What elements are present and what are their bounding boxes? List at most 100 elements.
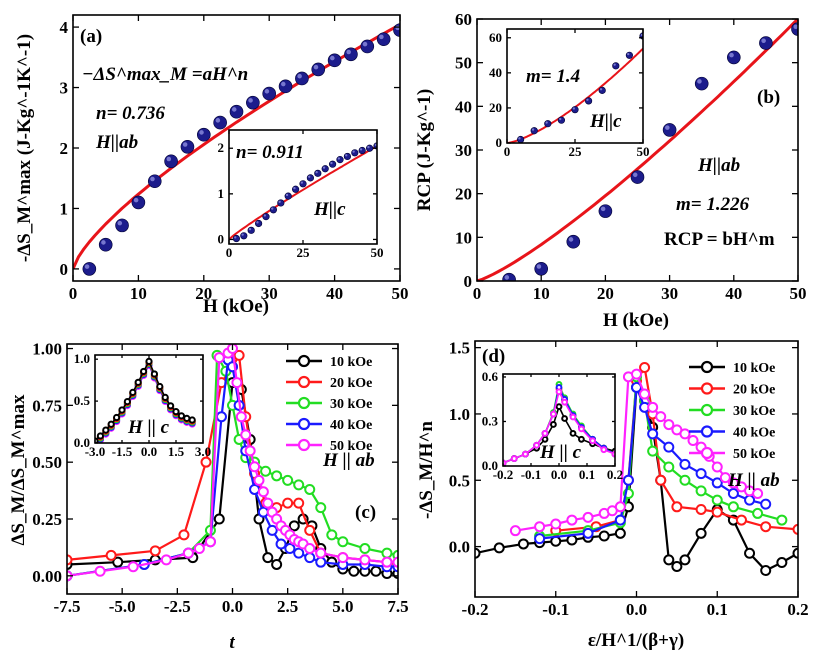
data-marker (271, 470, 283, 482)
data-point-highlight (568, 237, 574, 242)
legend-label: 20 kOe (330, 376, 372, 391)
data-marker (213, 513, 225, 525)
inset-data-point-highlight (271, 207, 274, 210)
panel-b-exponent: m= 1.226 (676, 194, 750, 215)
x-tick-label: 0.0 (551, 467, 567, 482)
data-marker (655, 411, 667, 423)
data-marker (679, 474, 691, 486)
data-point (164, 154, 178, 169)
inset-data-point (269, 206, 278, 214)
data-marker (550, 410, 557, 418)
data-marker (695, 468, 707, 480)
x-tick-label: 1.5 (168, 444, 185, 459)
data-marker (284, 543, 296, 555)
panel-d-label: (d) (482, 346, 505, 367)
x-tick-label: -3.0 (85, 444, 106, 459)
inset-data-point (584, 97, 593, 105)
data-marker (711, 477, 723, 489)
panel-c-field: H || ab (322, 450, 375, 471)
data-marker (614, 527, 626, 539)
data-point-highlight (362, 41, 368, 47)
y-tick-label: 10 (455, 228, 472, 247)
y-tick-label: 1 (60, 199, 69, 218)
inset-data-point (517, 135, 525, 143)
y-tick-label: 40 (455, 97, 472, 116)
inset-data-point (351, 149, 359, 157)
inset-data-point (530, 127, 538, 135)
inset-data-point-highlight (234, 236, 237, 239)
data-marker (655, 474, 667, 486)
data-marker (711, 461, 723, 473)
panel-c-inset-ticks: -3.0 -1.5 0.0 1.5 3.0 0.0 0.5 1.0 (74, 351, 211, 459)
y-tick-label: 2 (218, 140, 225, 155)
data-marker (711, 494, 723, 506)
x-tick-label: 0.1 (707, 600, 728, 619)
legend-marker (297, 396, 311, 410)
inset-data-point-highlight (367, 145, 370, 149)
y-tick-label: 0 (60, 260, 69, 279)
y-tick-label: 50 (455, 54, 472, 73)
y-tick-label: 0.25 (32, 510, 62, 529)
data-marker (614, 501, 626, 513)
panel-b-inset-exponent: m= 1.4 (526, 66, 580, 87)
data-marker (182, 547, 194, 559)
data-point-highlight (117, 220, 123, 226)
inset-data-point (240, 232, 248, 240)
data-marker (275, 538, 287, 550)
data-marker (671, 560, 683, 572)
data-point (278, 79, 293, 94)
data-marker (156, 382, 164, 391)
panel-a-inset-field: H||c (313, 199, 346, 220)
data-marker (249, 483, 261, 495)
inset-data-point (284, 192, 292, 200)
panel-a-ylabel: -ΔS_M^max (J-Kg^-1K^-1) (14, 34, 35, 262)
data-marker (304, 483, 316, 495)
y-tick-label: 1.00 (32, 340, 62, 359)
data-point (534, 261, 549, 276)
x-tick-label: 25 (297, 245, 311, 260)
y-tick-label: 0.5 (74, 393, 91, 408)
y-tick-label: 1.0 (449, 405, 470, 424)
panel-c-label: (c) (355, 502, 376, 523)
data-marker (493, 542, 505, 554)
x-tick-label: -2.5 (164, 597, 191, 616)
inset-data-point (321, 165, 329, 173)
x-tick-label: 0.2 (607, 467, 623, 482)
inset-data-point (358, 146, 366, 155)
data-marker (509, 525, 521, 537)
legend-label: 10 kOe (330, 355, 372, 370)
data-marker (695, 527, 707, 539)
inset-data-point-highlight (518, 137, 521, 140)
panel-d-legend: 10 kOe 20 kOe 30 kOe 40 kOe 50 kOe (689, 360, 775, 462)
inset-data-point-highlight (586, 98, 589, 101)
x-tick-label: 3.0 (195, 444, 211, 459)
data-marker (150, 370, 158, 378)
y-tick-label: 4 (60, 18, 69, 37)
data-marker (776, 514, 788, 526)
data-marker (533, 441, 540, 449)
data-point-highlight (248, 98, 253, 103)
panel-b-xlabel: H (kOe) (603, 310, 669, 331)
panel-d-ylabel: -ΔS_M/H^n (416, 421, 437, 519)
panel-b-equation: RCP = bH^m (664, 229, 775, 250)
inset-data-point-highlight (248, 228, 252, 231)
x-tick-label: 10 (130, 284, 147, 303)
panel-d-inset-ticks: -0.2 -0.1 0.0 0.1 0.2 0.0 0.3 0.6 (482, 369, 623, 482)
x-tick-label: 50 (371, 245, 384, 260)
data-marker (752, 507, 764, 519)
data-marker (315, 547, 327, 559)
data-marker (266, 524, 278, 536)
data-marker (541, 429, 549, 437)
data-marker (188, 416, 196, 424)
inset-data-point (571, 106, 579, 114)
data-marker (744, 494, 756, 506)
inset-data-point-highlight (293, 186, 296, 190)
data-marker (687, 434, 699, 446)
data-marker (510, 455, 518, 462)
panel-c-plot (67, 344, 398, 582)
inset-data-point-highlight (613, 63, 616, 66)
data-point (360, 39, 375, 54)
data-point-highlight (729, 52, 734, 58)
data-marker (534, 533, 546, 545)
